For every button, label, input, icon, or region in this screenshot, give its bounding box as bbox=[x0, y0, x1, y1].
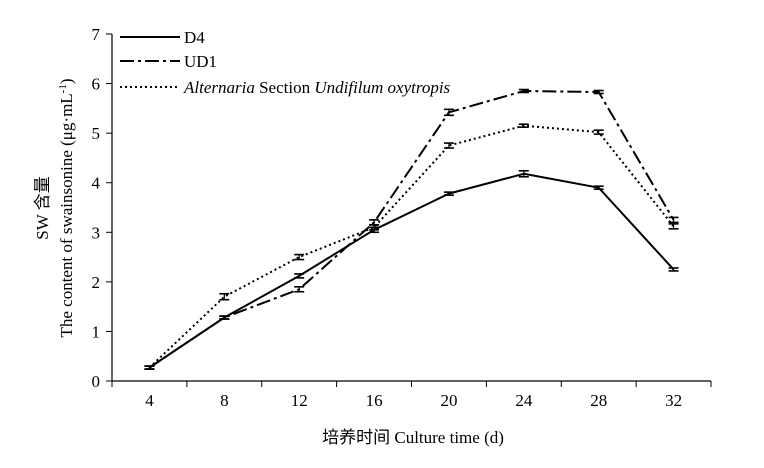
y-axis-title-en-sup: -1 bbox=[57, 84, 69, 93]
y-tick-label: 3 bbox=[92, 223, 101, 242]
y-axis-title-zh: SW 含量 bbox=[33, 176, 52, 239]
x-tick-label: 20 bbox=[440, 391, 457, 410]
legend-label-alternaria-section: Section bbox=[255, 78, 315, 97]
legend-label-alternaria-species: Undifilum oxytropis bbox=[314, 78, 450, 97]
legend: D4 UD1 Alternaria Section Undifilum oxyt… bbox=[120, 28, 451, 97]
series-line-1 bbox=[148, 90, 675, 369]
y-tick-label: 2 bbox=[92, 273, 101, 292]
series-line-2 bbox=[148, 124, 675, 369]
y-tick-label: 6 bbox=[92, 75, 101, 94]
x-tick-label: 12 bbox=[291, 391, 308, 410]
y-tick-label: 5 bbox=[92, 124, 101, 143]
legend-label-ud1: UD1 bbox=[184, 52, 217, 71]
x-tick-label: 32 bbox=[665, 391, 682, 410]
x-tick-label: 4 bbox=[145, 391, 154, 410]
series-line-0 bbox=[148, 172, 675, 369]
legend-label-d4: D4 bbox=[184, 28, 205, 47]
y-tick-label: 4 bbox=[92, 174, 101, 193]
y-tick-label: 7 bbox=[92, 25, 101, 44]
x-tick-label: 24 bbox=[515, 391, 533, 410]
x-tick-label: 28 bbox=[590, 391, 607, 410]
y-tick-label: 0 bbox=[92, 372, 101, 391]
y-axis-title-en-group: The content of swainsonine (μg·mL-1) bbox=[57, 78, 76, 337]
y-axis-title-en-prefix: The content of swainsonine (μg·mL bbox=[57, 93, 76, 337]
y-axis-title-en: The content of swainsonine (μg·mL-1) bbox=[57, 78, 76, 337]
x-axis-title: 培养时间 Culture time (d) bbox=[322, 428, 504, 447]
x-tick-label: 8 bbox=[220, 391, 229, 410]
legend-label-alternaria-genus: Alternaria bbox=[183, 78, 255, 97]
legend-label-alternaria: Alternaria Section Undifilum oxytropis bbox=[183, 78, 451, 97]
y-axis-title-en-suffix: ) bbox=[57, 78, 76, 84]
x-tick-label: 16 bbox=[366, 391, 383, 410]
y-axis-title: SW 含量 bbox=[33, 176, 52, 239]
y-tick-label: 1 bbox=[92, 322, 101, 341]
